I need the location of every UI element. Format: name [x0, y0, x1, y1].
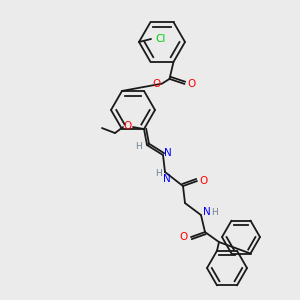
Text: N: N	[164, 148, 172, 158]
Text: H: H	[211, 208, 218, 217]
Text: H: H	[156, 169, 162, 178]
Text: O: O	[124, 121, 132, 131]
Text: N: N	[163, 174, 171, 184]
Text: Cl: Cl	[156, 34, 166, 44]
Text: O: O	[152, 79, 160, 89]
Text: H: H	[135, 142, 141, 151]
Text: O: O	[188, 79, 196, 89]
Text: N: N	[203, 207, 211, 217]
Text: O: O	[200, 176, 208, 186]
Text: O: O	[180, 232, 188, 242]
